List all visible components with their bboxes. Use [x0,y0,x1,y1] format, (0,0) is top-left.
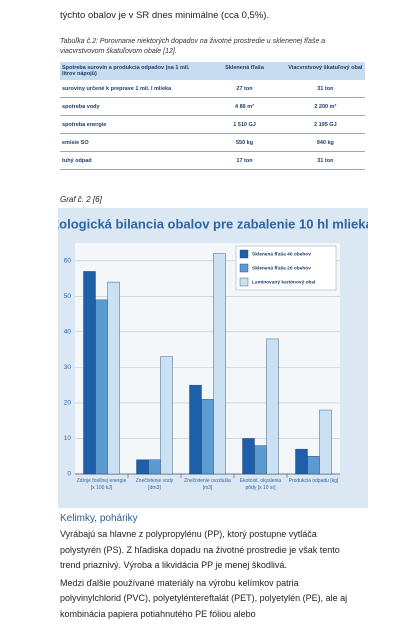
table-cell: 940 kg [285,133,365,152]
x-tick-label: Znečistenie vody [dm3] [135,478,174,491]
chart: Ekologická bilancia obalov pre zabalenie… [58,208,368,508]
y-tick-label: 10 [64,435,72,442]
bar [160,356,173,475]
y-tick-label: 0 [67,471,71,478]
bar [83,271,96,475]
table-cell: 27 ton [203,80,286,98]
table-header: Spotreba surovín a produkcia odpadov (na… [60,62,365,80]
y-tick-label: 40 [64,329,72,336]
bar [95,299,108,475]
chart-title: Ekologická bilancia obalov pre zabalenie… [58,216,368,231]
comparison-table: Spotreba surovín a produkcia odpadov (na… [60,62,365,170]
header-cell: Viacvrstvový škatuľový obal [285,62,365,80]
table-cell: 2 195 GJ [285,115,365,134]
table-cell: 1 510 GJ [203,115,286,134]
table-row: suroviny určené k preprave 1 mil. l mlie… [60,80,365,98]
bar [201,399,214,475]
table-cell: spotreba energie [60,115,204,134]
legend-label: Sklenená fľaša 20 obehov [252,265,311,271]
table-cell: 31 ton [285,80,365,98]
bar [254,445,267,475]
y-tick-label: 60 [64,257,72,264]
table-caption: Tabuľka č.2: Porovnanie niektorých dopad… [60,38,326,55]
chart-svg: Ekologická bilancia obalov pre zabalenie… [58,216,368,478]
header-cell: Spotreba surovín a produkcia odpadov (na… [60,62,204,80]
legend-box [235,245,337,291]
section: Kelimky, poháriky Vyrábajú sa hlavne z p… [60,513,360,624]
x-tick-label: Ekotoxit. okyslenia pôdy [x 10 sr] [239,478,282,491]
y-tick-label: 30 [64,364,72,371]
header-cell: Sklenená fľaša [203,62,286,80]
legend-swatch [239,277,249,287]
table-row: spotreba energie 1 510 GJ 2 195 GJ [60,115,365,134]
table-cell: 550 kg [203,133,286,152]
bar [107,281,120,475]
graph-caption: Graf č. 2 [6] [60,195,102,204]
paragraph: Medzi ďalšie používané materiály na výro… [60,577,348,619]
bar [148,459,161,475]
legend-swatch [239,263,249,273]
bar [319,409,332,475]
table-cell: emisie SO [60,133,204,152]
bar [307,456,320,475]
bar [242,438,255,475]
table-row: tuhý odpad 17 ton 31 ton [60,151,365,170]
section-heading: Kelimky, poháriky [60,513,138,524]
paragraph: Vyrábajú sa hlavne z polypropylénu (PP),… [60,529,340,570]
x-tick-label: Znečistenie ovzdušia [m3] [184,478,231,491]
table-cell: spotreba vody [60,97,204,116]
table-cell: 17 ton [203,151,286,170]
bar [295,448,308,475]
legend-label: Laminovaný kartónový obal [252,279,315,285]
y-tick-label: 20 [64,400,72,407]
table-cell: 31 ton [285,151,365,170]
table-row: spotreba vody 4 86 m³ 2 200 m³ [60,97,365,116]
bar [189,384,202,475]
x-tick-label: Produkcia odpadu [kg] [288,478,339,484]
y-tick-label: 50 [64,293,72,300]
table-cell: tuhý odpad [60,151,204,170]
legend-swatch [239,249,249,259]
bar [266,338,279,475]
table-row: emisie SO 550 kg 940 kg [60,133,365,152]
x-tick-label: Zdroje fosílnej energie [x 100 kJ] [76,478,127,491]
bar [136,459,149,475]
legend-label: Sklenená fľaša 40 obehov [252,251,311,257]
table-cell: suroviny určené k preprave 1 mil. l mlie… [60,80,204,98]
bar [213,253,226,475]
table-cell: 2 200 m³ [285,97,365,116]
table-cell: 4 86 m³ [203,97,286,116]
intro-text: týchto obalov je v SR dnes minimálne (cc… [60,10,270,21]
